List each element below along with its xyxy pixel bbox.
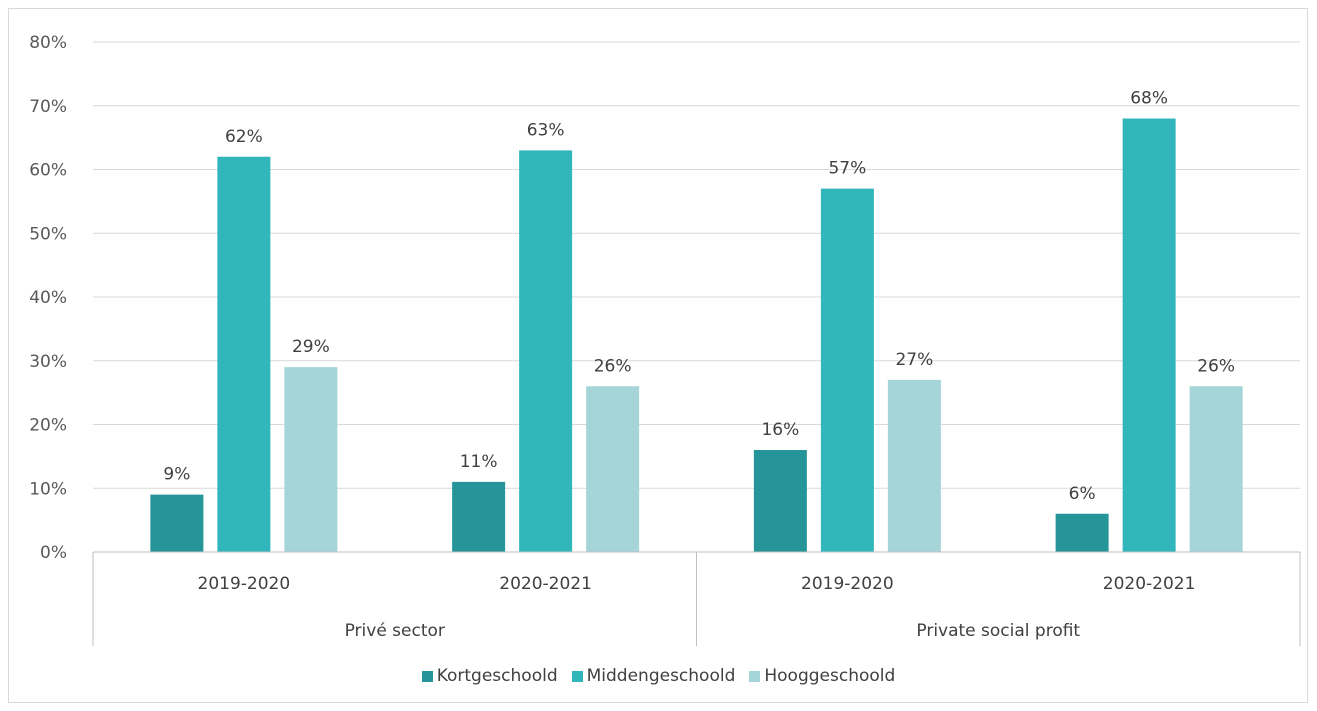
y-tick-label: 20% (29, 416, 67, 436)
bar-hooggeschoold (887, 379, 941, 552)
y-tick-label: 30% (29, 352, 67, 372)
data-label: 26% (1197, 356, 1235, 376)
gridlines (93, 41, 1300, 489)
bar-hooggeschoold (1189, 386, 1243, 552)
data-label: 27% (895, 350, 933, 370)
data-label: 26% (594, 356, 632, 376)
x-group-label: Private social profit (916, 621, 1080, 641)
x-category-label: 2020-2021 (499, 574, 592, 594)
bar-kortgeschoold (452, 481, 506, 552)
x-category-label: 2019-2020 (198, 574, 291, 594)
legend-item: Kortgeschoold (421, 666, 558, 686)
bar-hooggeschoold (586, 386, 640, 552)
bar-kortgeschoold (753, 450, 807, 552)
data-label: 68% (1130, 89, 1168, 109)
y-tick-label: 80% (29, 33, 67, 53)
y-tick-label: 70% (29, 97, 67, 117)
bar-middengeschoold (217, 156, 271, 552)
data-labels: 9% 62% 29% 11% 63% 26% 16% 57% 27% 6% 68% 26% (163, 89, 1235, 504)
bar-middengeschoold (1122, 118, 1176, 552)
data-label: 57% (828, 159, 866, 179)
legend-swatch (421, 670, 433, 682)
x-category-label: 2020-2021 (1103, 574, 1196, 594)
bar-kortgeschoold (150, 494, 204, 552)
y-tick-label: 0% (40, 543, 67, 563)
y-axis-ticks: 0% 10% 20% 30% 40% 50% 60% 70% 80% (29, 33, 67, 563)
x-category-label: 2019-2020 (801, 574, 894, 594)
legend-label: Middengeschoold (586, 666, 736, 686)
data-label: 16% (761, 420, 799, 440)
legend: Kortgeschoold Middengeschoold Hooggeschool… (0, 666, 1317, 686)
y-tick-label: 60% (29, 161, 67, 181)
y-tick-label: 10% (29, 479, 67, 499)
bar-kortgeschoold (1055, 513, 1109, 552)
data-label: 29% (292, 337, 330, 357)
legend-label: Kortgeschoold (436, 666, 558, 686)
legend-label: Hooggeschoold (764, 666, 896, 686)
data-label: 6% (1069, 484, 1096, 504)
bar-middengeschoold (820, 188, 874, 552)
legend-item: Hooggeschoold (749, 666, 895, 686)
data-label: 11% (460, 452, 498, 472)
bar-middengeschoold (519, 150, 573, 552)
x-group-label: Privé sector (345, 621, 445, 641)
x-axis: 2019-2020 2020-2021 2019-2020 2020-2021 Priv… (92, 551, 1301, 646)
bar-hooggeschoold (284, 367, 338, 552)
data-label: 62% (225, 127, 263, 147)
bars (150, 118, 1243, 552)
data-label: 63% (527, 120, 565, 140)
y-tick-label: 50% (29, 224, 67, 244)
legend-swatch (571, 670, 583, 682)
y-tick-label: 40% (29, 288, 67, 308)
legend-swatch (749, 670, 761, 682)
legend-item: Middengeschoold (571, 666, 736, 686)
data-label: 9% (163, 465, 190, 485)
